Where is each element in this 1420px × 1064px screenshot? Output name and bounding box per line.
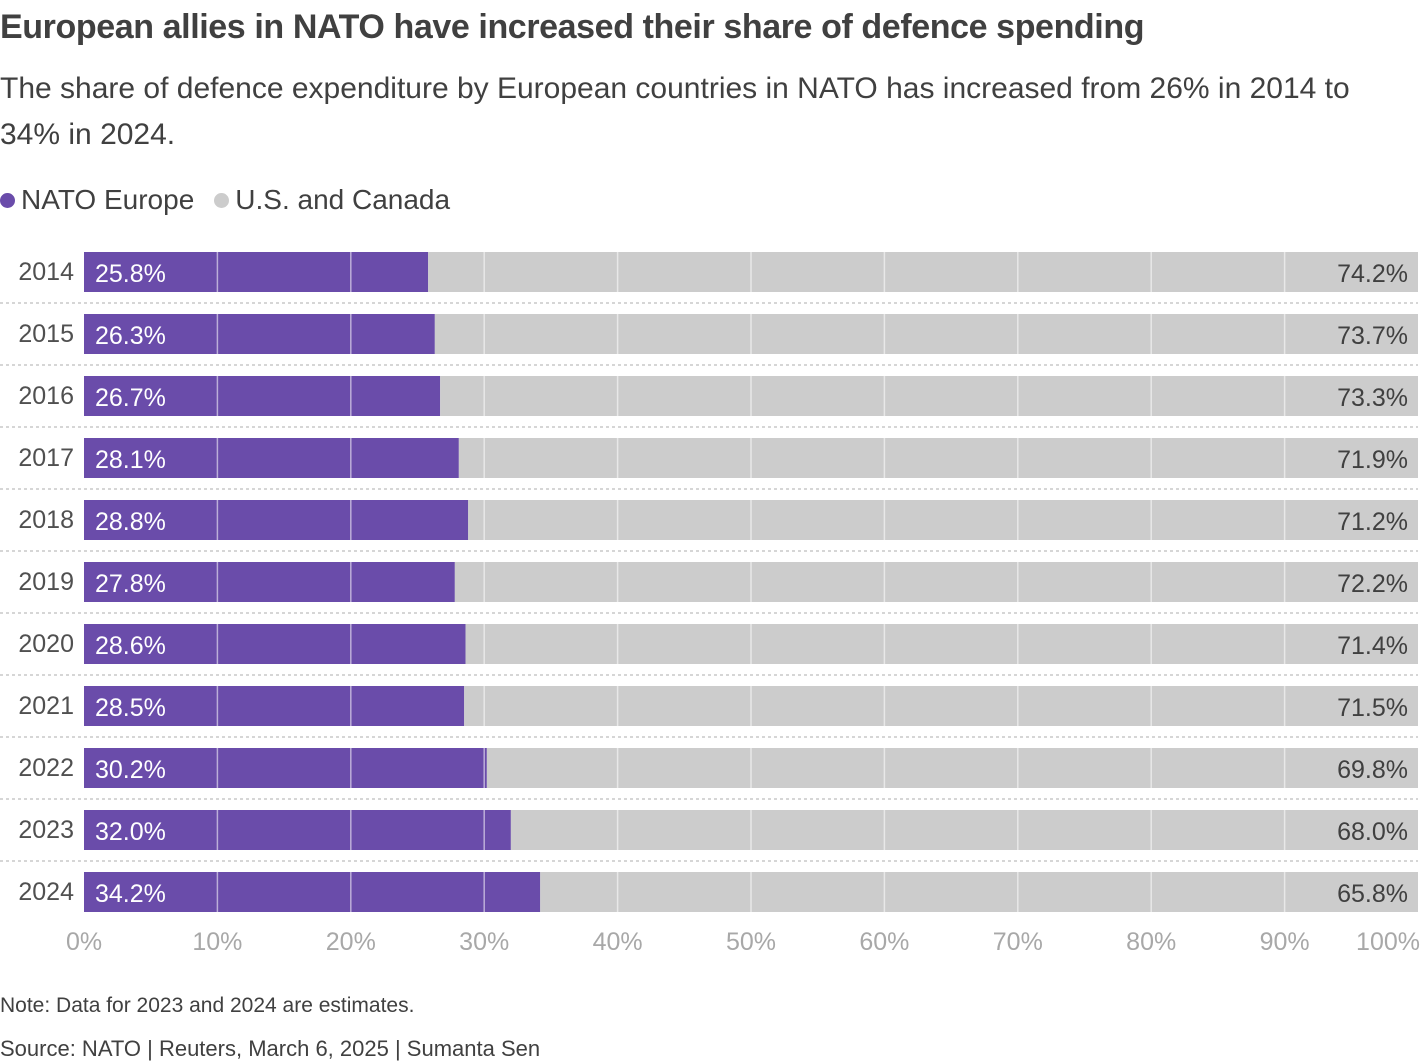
- bar-u-s-and-canada-2021: [464, 686, 1418, 726]
- x-tick-label-50: 50%: [726, 928, 776, 956]
- y-tick-label-2020: 2020: [18, 630, 74, 658]
- data-label-u-s-and-canada-2017: 71.9%: [1337, 446, 1408, 474]
- x-tick-label-70: 70%: [993, 928, 1043, 956]
- bar-nato-europe-2018: [84, 500, 469, 540]
- data-label-nato-europe-2017: 28.1%: [95, 446, 166, 474]
- bar-nato-europe-2021: [84, 686, 465, 726]
- data-label-nato-europe-2020: 28.6%: [95, 632, 166, 660]
- data-label-nato-europe-2021: 28.5%: [95, 694, 166, 722]
- bar-nato-europe-2024: [84, 872, 541, 912]
- data-label-u-s-and-canada-2018: 71.2%: [1337, 508, 1408, 536]
- bar-u-s-and-canada-2018: [468, 500, 1418, 540]
- x-tick-label-10: 10%: [192, 928, 242, 956]
- x-tick-label-80: 80%: [1126, 928, 1176, 956]
- legend-swatch-nato-europe: [0, 192, 15, 208]
- y-tick-label-2024: 2024: [18, 878, 74, 906]
- data-label-u-s-and-canada-2024: 65.8%: [1337, 880, 1408, 908]
- bar-u-s-and-canada-2024: [540, 872, 1418, 912]
- bar-nato-europe-2023: [84, 810, 511, 850]
- legend-item-us-canada: U.S. and Canada: [214, 184, 450, 216]
- bar-u-s-and-canada-2014: [428, 252, 1418, 292]
- bar-nato-europe-2016: [84, 376, 441, 416]
- bar-nato-europe-2020: [84, 624, 466, 664]
- legend-label-nato-europe: NATO Europe: [21, 184, 195, 215]
- y-tick-label-2015: 2015: [18, 320, 74, 348]
- gridlines: [216, 252, 1286, 912]
- legend-item-nato-europe: NATO Europe: [0, 184, 194, 216]
- bar-nato-europe-2022: [84, 748, 487, 788]
- chart-source: Source: NATO | Reuters, March 6, 2025 | …: [0, 1036, 541, 1061]
- y-tick-label-2021: 2021: [18, 692, 74, 720]
- y-tick-label-2023: 2023: [18, 816, 74, 844]
- bar-u-s-and-canada-2015: [434, 314, 1418, 354]
- data-label-u-s-and-canada-2015: 73.7%: [1337, 322, 1408, 350]
- data-label-nato-europe-2015: 26.3%: [95, 322, 166, 350]
- x-tick-label-30: 30%: [459, 928, 509, 956]
- bar-nato-europe-2017: [84, 438, 459, 478]
- x-tick-label-100: 100%: [1356, 928, 1420, 956]
- bar-u-s-and-canada-2022: [486, 748, 1418, 788]
- chart-subtitle: The share of defence expenditure by Euro…: [0, 72, 1350, 151]
- row-separators: [0, 302, 1418, 862]
- bar-u-s-and-canada-2017: [458, 438, 1418, 478]
- bar-nato-europe-2014: [84, 252, 429, 292]
- data-label-u-s-and-canada-2016: 73.3%: [1337, 384, 1408, 412]
- data-label-nato-europe-2023: 32.0%: [95, 818, 166, 846]
- data-label-nato-europe-2016: 26.7%: [95, 384, 166, 412]
- y-tick-label-2018: 2018: [18, 506, 74, 534]
- legend: NATO Europe U.S. and Canada: [0, 184, 470, 216]
- y-tick-label-2019: 2019: [18, 568, 74, 596]
- data-label-nato-europe-2022: 30.2%: [95, 756, 166, 784]
- legend-swatch-us-canada: [214, 192, 230, 208]
- x-axis-labels: 0% 10% 20% 30% 40% 50% 60% 70% 80% 90% 100%: [66, 928, 1420, 956]
- bar-nato-europe-2019: [84, 562, 455, 602]
- y-tick-label-2022: 2022: [18, 754, 74, 782]
- data-label-u-s-and-canada-2022: 69.8%: [1337, 756, 1408, 784]
- y-tick-label-2016: 2016: [18, 382, 74, 410]
- x-tick-label-40: 40%: [593, 928, 643, 956]
- chart-title: European allies in NATO have increased t…: [0, 8, 1145, 46]
- chart-note: Note: Data for 2023 and 2024 are estimat…: [0, 994, 415, 1017]
- data-label-u-s-and-canada-2019: 72.2%: [1337, 570, 1408, 598]
- data-label-nato-europe-2018: 28.8%: [95, 508, 166, 536]
- bar-nato-europe-2015: [84, 314, 435, 354]
- data-label-u-s-and-canada-2020: 71.4%: [1337, 632, 1408, 660]
- x-tick-label-60: 60%: [859, 928, 909, 956]
- bar-u-s-and-canada-2023: [510, 810, 1418, 850]
- x-tick-label-20: 20%: [326, 928, 376, 956]
- y-tick-label-2014: 2014: [18, 258, 74, 286]
- x-tick-label-90: 90%: [1260, 928, 1310, 956]
- legend-label-us-canada: U.S. and Canada: [235, 184, 451, 215]
- data-label-nato-europe-2019: 27.8%: [95, 570, 166, 598]
- y-tick-label-2017: 2017: [18, 444, 74, 472]
- bar-u-s-and-canada-2019: [454, 562, 1418, 602]
- data-label-u-s-and-canada-2023: 68.0%: [1337, 818, 1408, 846]
- data-label-u-s-and-canada-2021: 71.5%: [1337, 694, 1408, 722]
- data-labels: 25.8% 74.2% 26.3% 73.7% 26.7% 73.3% 28.1% 71.9%…: [95, 260, 1408, 908]
- bar-u-s-and-canada-2020: [465, 624, 1418, 664]
- x-tick-label-0: 0%: [66, 928, 102, 956]
- data-label-u-s-and-canada-2014: 74.2%: [1337, 260, 1408, 288]
- data-label-nato-europe-2024: 34.2%: [95, 880, 166, 908]
- bars: [84, 252, 1419, 912]
- data-label-nato-europe-2014: 25.8%: [95, 260, 166, 288]
- y-axis-labels: 2014 2015 2016 2017 2018 2019 2020 2021 2022 2023…: [18, 258, 74, 906]
- bar-u-s-and-canada-2016: [440, 376, 1419, 416]
